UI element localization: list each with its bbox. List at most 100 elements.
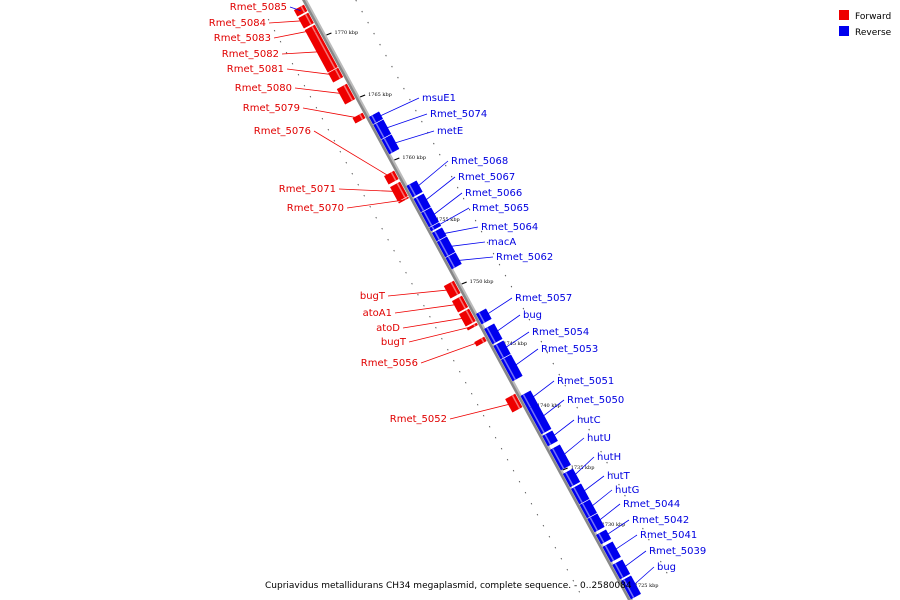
guide-dot [530,502,533,505]
gene-highlight [300,6,306,13]
gene-label: bugT [381,337,407,348]
guide-dot [399,260,401,263]
gene-label: atoD [376,323,400,334]
gene-label: Rmet_5074 [430,109,487,120]
gene-label: Rmet_5041 [640,530,697,541]
gene-block [307,30,338,73]
guide-dot [462,197,465,200]
guide-dot [600,450,602,453]
gene-label: Rmet_5082 [222,49,279,60]
gene-leader-line [483,297,513,317]
gene-label: bugT [360,291,386,302]
guide-dot [355,0,357,2]
gene-highlight [623,579,635,598]
guide-dot [315,106,318,109]
guide-dot [510,285,513,288]
guide-dot [415,109,417,112]
gene-highlight [478,312,485,323]
guide-dot [582,417,584,420]
gene-highlight [495,344,504,358]
guide-dot [309,95,312,98]
gene-label: Rmet_5052 [390,414,447,425]
guide-dot [403,87,405,90]
tick-label: 1725 kbp [635,583,659,589]
guide-dot [588,428,590,431]
guide-dot [438,153,441,156]
tick-label: 1730 kbp [602,522,626,528]
gene-highlight [383,138,393,153]
guide-dot [387,238,389,241]
guide-dot [267,18,270,21]
guide-dot [409,98,411,101]
guide-dot [488,425,491,428]
guide-dot [303,84,306,87]
gene-leader-line [449,402,514,420]
legend-forward-label: Forward [855,12,891,22]
gene-leader-line [539,399,565,420]
gene-leader-line [446,241,486,248]
guide-dot [297,73,300,76]
gene-highlight [511,395,521,409]
gene-leader-line [408,326,473,343]
guide-dot [379,43,381,46]
guide-dot [666,571,668,574]
gene-label: Rmet_5057 [515,293,572,304]
guide-dot [612,472,614,475]
gene-label: Rmet_5044 [623,499,680,510]
gene-leader-line [603,519,630,538]
gene-highlight [552,448,565,469]
gene-label: hutT [607,471,631,482]
guide-dot [486,241,489,244]
gene-block [336,83,356,105]
tick-label: 1745 kbp [503,341,527,347]
gene-label: Rmet_5081 [227,64,284,75]
gene-leader-line [375,97,420,119]
gene-label: macA [488,237,516,248]
guide-dot [518,480,521,483]
guide-dot [367,21,369,24]
gene-highlight [314,32,336,69]
gene-leader-line [611,534,638,553]
guide-dot [327,128,330,131]
gene-highlight [565,472,574,486]
gene-label: msuE1 [422,93,456,104]
guide-dot [500,447,503,450]
guide-dot [411,282,413,285]
guide-dot [470,392,473,395]
gene-highlight [304,14,312,25]
legend-reverse-swatch [839,26,849,36]
tick-label: 1750 kbp [470,279,494,285]
tick-label: 1770 kbp [334,30,358,36]
guide-dot [516,296,519,299]
gene-leader-line [382,113,428,130]
gene-label: Rmet_5084 [209,18,266,29]
guide-dot [444,164,447,167]
guide-dot [578,590,581,593]
gene-leader-line [511,348,539,369]
gene-highlight [480,338,485,343]
gene-label: hutU [587,433,611,444]
gene-leader-line [595,503,621,524]
gene-leader-line [549,419,575,439]
guide-dot [361,10,363,13]
gene-leader-line [630,566,655,588]
guide-dot [552,362,555,365]
guide-dot [273,29,276,32]
gene-leader-line [528,380,555,401]
guide-dot [570,395,572,398]
guide-dot [397,76,399,79]
gene-highlight [431,226,435,230]
gene-highlight [439,240,449,256]
gene-label: Rmet_5062 [496,252,553,263]
guide-dot [536,513,539,516]
backbone-line [302,0,631,600]
guide-dot [492,252,495,255]
gene-highlight [473,324,476,327]
guide-dot [522,307,525,310]
guide-dot [624,494,626,497]
guide-dot [357,183,359,186]
gene-leader-line [273,30,312,39]
legend-forward-swatch [839,10,849,20]
guide-dot [435,326,437,329]
